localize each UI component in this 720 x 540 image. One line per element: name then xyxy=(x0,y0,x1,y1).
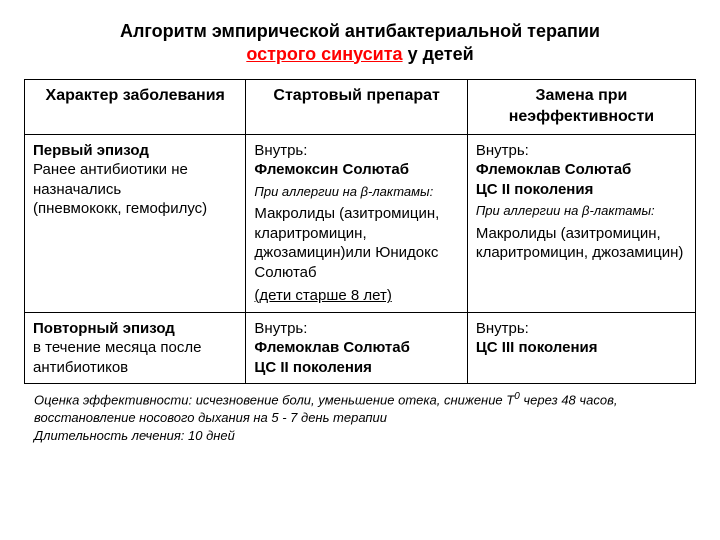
r1c3-l1: Внутрь: xyxy=(476,142,529,159)
cell-r2c2: Внутрь: Флемоклав Солютаб ЦС II поколени… xyxy=(246,312,467,384)
r1c2-l5: (дети старше 8 лет) xyxy=(254,286,458,306)
cell-r2c3: Внутрь: ЦС III поколения xyxy=(467,312,695,384)
cell-r1c3: Внутрь: Флемоклав Солютаб ЦС II поколени… xyxy=(467,134,695,312)
r1c2-l3: При аллергии на β-лактамы: xyxy=(254,184,458,201)
table-header-row: Характер заболевания Стартовый препарат … xyxy=(25,80,696,135)
r1c3-l4: При аллергии на β-лактамы: xyxy=(476,203,687,220)
cell-r1c1: Первый эпизод Ранее антибиотики не назна… xyxy=(25,134,246,312)
table-row: Первый эпизод Ранее антибиотики не назна… xyxy=(25,134,696,312)
r1c3-l3: ЦС II поколения xyxy=(476,181,594,198)
r1c3-l2: Флемоклав Солютаб xyxy=(476,161,631,178)
th-character: Характер заболевания xyxy=(25,80,246,135)
title-line2-suffix: у детей xyxy=(403,44,474,64)
table-row: Повторный эпизод в течение месяца после … xyxy=(25,312,696,384)
cell-r2c1: Повторный эпизод в течение месяца после … xyxy=(25,312,246,384)
title-highlight: острого синусита xyxy=(246,44,402,64)
r1c2-l2: Флемоксин Солютаб xyxy=(254,161,409,178)
r2c2-l3: ЦС II поколения xyxy=(254,359,372,376)
r1c3-l5: Макролиды (азитромицин, кларитромицин, д… xyxy=(476,224,687,263)
cell-r1c2: Внутрь: Флемоксин Солютаб При аллергии н… xyxy=(246,134,467,312)
r2c1-l1: Повторный эпизод xyxy=(33,320,175,337)
r1c2-l1: Внутрь: xyxy=(254,142,307,159)
page-title: Алгоритм эмпирической антибактериальной … xyxy=(24,20,696,65)
th-replacement: Замена при неэффективности xyxy=(467,80,695,135)
r2c1-l2: в течение месяца после антибиотиков xyxy=(33,339,201,376)
foot-l2: Длительность лечения: 10 дней xyxy=(34,428,235,443)
r1c1-l2: Ранее антибиотики не назначались xyxy=(33,161,188,198)
r2c3-l2: ЦС III поколения xyxy=(476,339,598,356)
foot-l1a: Оценка эффективности: исчезновение боли,… xyxy=(34,393,514,408)
footnote: Оценка эффективности: исчезновение боли,… xyxy=(34,390,696,444)
th-start-drug: Стартовый препарат xyxy=(246,80,467,135)
r2c2-l2: Флемоклав Солютаб xyxy=(254,339,409,356)
r1c2-l4: Макролиды (азитромицин, кларитромицин, д… xyxy=(254,204,458,282)
therapy-table: Характер заболевания Стартовый препарат … xyxy=(24,79,696,384)
r2c2-l1: Внутрь: xyxy=(254,320,307,337)
r2c3-l1: Внутрь: xyxy=(476,320,529,337)
r1c1-l3: (пневмококк, гемофилус) xyxy=(33,200,207,217)
title-line1: Алгоритм эмпирической антибактериальной … xyxy=(120,21,600,41)
r1c1-l1: Первый эпизод xyxy=(33,142,149,159)
